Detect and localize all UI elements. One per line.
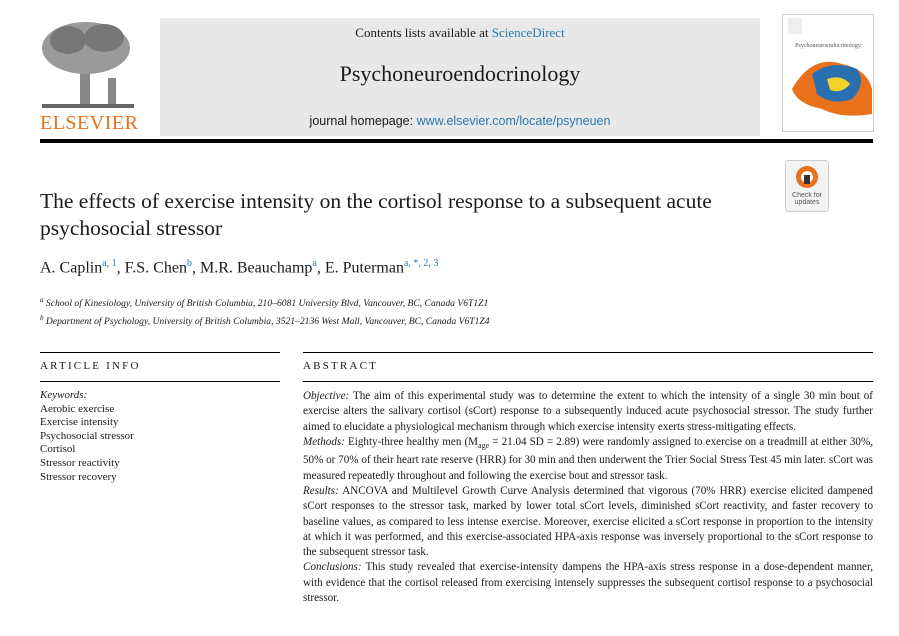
cover-title: Psychoneuroendocrinology [795, 43, 861, 49]
affiliation-mark: a [40, 296, 44, 304]
keywords: Keywords: Aerobic exercise Exercise inte… [40, 389, 134, 484]
affiliation-mark: b [40, 314, 44, 323]
author-marks: a, *, 2, 3 [403, 258, 439, 269]
journal-name: Psychoneuroendocrinology [339, 61, 581, 86]
section-label: Objective: [303, 390, 350, 402]
authors: A. Caplina, 1, F.S. Chenb, M.R. Beaucham… [40, 258, 438, 277]
keyword: Exercise intensity [40, 416, 119, 429]
author: E. Puterman [324, 259, 404, 277]
rule [303, 352, 873, 353]
affiliation-text: Department of Psychology, University of … [45, 316, 490, 328]
publisher-logo [42, 22, 134, 108]
homepage-label: journal homepage: [309, 114, 414, 128]
abstract-paragraph: Objective: The aim of this experimental … [303, 389, 873, 435]
affiliation: b Department of Psychology, University o… [40, 311, 490, 329]
keyword: Stressor reactivity [40, 456, 120, 469]
keywords-label: Keywords: [40, 389, 88, 401]
separator: , [116, 259, 121, 277]
keyword: Stressor recovery [40, 470, 117, 483]
section-label: Conclusions: [303, 561, 362, 574]
section-text: Eighty-three healthy men (M [348, 435, 479, 448]
rule [40, 352, 280, 353]
abstract-paragraph: Conclusions: This study revealed that ex… [303, 560, 873, 606]
keyword: Aerobic exercise [40, 402, 115, 415]
author: F.S. Chen [124, 259, 187, 277]
section-label: Results: [303, 485, 339, 497]
author: M.R. Beauchamp [199, 259, 313, 277]
subscript: age [478, 441, 490, 451]
contents-line: Contents lists available at ScienceDirec… [160, 25, 760, 41]
homepage-link[interactable]: www.elsevier.com/locate/psyneuen [416, 114, 611, 128]
author: A. Caplin [40, 259, 103, 277]
section-text: ANCOVA and Multilevel Growth Curve Analy… [303, 485, 873, 559]
section-text: The aim of this experimental study was t… [303, 390, 873, 433]
separator: , [191, 259, 196, 277]
section-label: Methods: [303, 435, 345, 448]
homepage-line: journal homepage: www.elsevier.com/locat… [160, 114, 760, 128]
rule [40, 381, 280, 382]
section-text: This study revealed that exercise-intens… [303, 561, 873, 605]
header-rule [40, 139, 873, 143]
rule [303, 381, 873, 382]
contents-prefix: Contents lists available at [355, 25, 489, 40]
abstract: Objective: The aim of this experimental … [303, 389, 873, 606]
affiliation-text: School of Kinesiology, University of Bri… [45, 298, 489, 310]
keyword: Psychosocial stressor [40, 429, 134, 442]
author-marks: a, 1 [102, 258, 117, 269]
journal-banner [160, 18, 760, 136]
keyword: Cortisol [40, 443, 76, 456]
journal-cover: Psychoneuroendocrinology [782, 14, 874, 132]
abstract-paragraph: Results: ANCOVA and Multilevel Growth Cu… [303, 484, 873, 560]
affiliations: a School of Kinesiology, University of B… [40, 293, 490, 329]
check-updates-badge[interactable]: Check for updates [785, 160, 829, 212]
affiliation: a School of Kinesiology, University of B… [40, 293, 490, 311]
separator: , [316, 259, 321, 277]
section-text: = 21.04 SD = 2.89) were randomly assigne… [303, 435, 873, 482]
author-marks: a [312, 258, 317, 269]
abstract-paragraph: Methods: Eighty-three healthy men (Mage … [303, 435, 873, 484]
sciencedirect-link[interactable]: ScienceDirect [491, 25, 565, 40]
article-title: The effects of exercise intensity on the… [40, 189, 712, 240]
badge-text: Check for updates [792, 192, 822, 206]
abstract-heading: ABSTRACT [303, 360, 379, 372]
author-marks: b [186, 258, 192, 269]
article-info-heading: ARTICLE INFO [40, 360, 141, 372]
publisher: ELSEVIER [40, 112, 139, 134]
